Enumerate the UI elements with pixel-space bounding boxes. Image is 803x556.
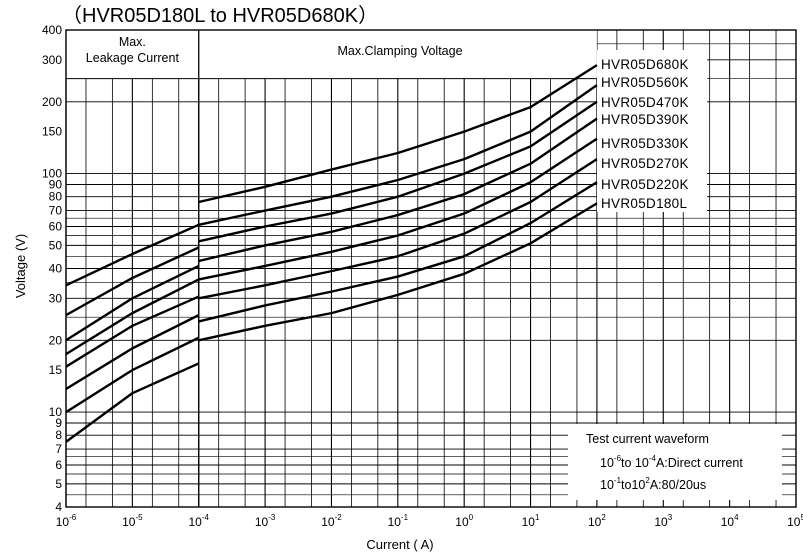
y-tick-label: 70	[49, 204, 63, 218]
y-tick-label: 60	[49, 220, 63, 234]
series-leakage-line	[65, 336, 200, 414]
y-tick-label: 9	[55, 416, 62, 430]
series-clamping-line	[198, 158, 598, 300]
legend-entry: HVR05D330K	[601, 136, 689, 151]
test-note-heading: Test current waveform	[586, 432, 709, 446]
y-tick-label: 8	[55, 428, 62, 442]
legend-box	[597, 50, 707, 212]
axes: 4567891015203040506070809010015020030040…	[42, 23, 803, 529]
x-tick-label: 10-5	[122, 513, 143, 529]
y-tick-label: 7	[55, 442, 62, 456]
region-header-band	[66, 30, 597, 79]
series-leakage-line	[65, 278, 200, 356]
series-clamping-line	[198, 137, 598, 281]
y-tick-label: 15	[49, 363, 63, 377]
series-leakage-line	[65, 264, 200, 342]
x-tick-label: 10-2	[321, 513, 342, 529]
series-clamping-line	[198, 117, 598, 263]
y-tick-label: 100	[42, 167, 62, 181]
series-leakage-line	[65, 246, 200, 317]
legend-entry: HVR05D180L	[601, 196, 687, 211]
series-clamping-line	[198, 64, 598, 204]
x-tick-label: 10-4	[188, 513, 209, 529]
x-tick-label: 103	[654, 513, 672, 529]
x-tick-label: 104	[721, 513, 739, 529]
y-tick-label: 400	[42, 23, 62, 37]
series-clamping-line	[198, 84, 598, 226]
y-tick-label: 200	[42, 95, 62, 109]
x-tick-label: 10-6	[56, 513, 77, 529]
legend-entry: HVR05D270K	[601, 156, 689, 171]
x-tick-label: 10-1	[388, 513, 409, 529]
chart-title: （HVR05D180L to HVR05D680K）	[62, 4, 378, 27]
y-tick-label: 150	[42, 125, 62, 139]
region-label-clamping: Max.Clamping Voltage	[337, 44, 462, 58]
y-tick-label: 20	[49, 333, 63, 347]
y-tick-label: 30	[49, 291, 63, 305]
series-leakage-line	[65, 295, 200, 368]
legend-entry: HVR05D680K	[601, 57, 689, 72]
series-leakage-line	[65, 223, 200, 287]
series-clamping-line	[198, 181, 598, 323]
legend-entry: HVR05D390K	[601, 112, 689, 127]
series-leakage-line	[65, 362, 200, 443]
x-tick-label: 100	[455, 513, 473, 529]
x-tick-label: 10-3	[255, 513, 276, 529]
plot-frame	[65, 29, 797, 508]
test-note-line-pulse: 10-1to102A:80/20us	[600, 476, 706, 492]
x-tick-label: 105	[787, 513, 803, 529]
y-tick-label: 4	[55, 500, 62, 514]
legend-entry: HVR05D220K	[601, 177, 689, 192]
series-clamping-line	[198, 202, 598, 342]
x-tick-label: 101	[522, 513, 540, 529]
legend-entry: HVR05D470K	[601, 95, 689, 110]
y-tick-label: 5	[55, 477, 62, 491]
annotations: Max. Leakage Current Max.Clamping Voltage T…	[86, 35, 782, 500]
series-leakage-line	[65, 314, 200, 391]
legend-entry: HVR05D560K	[601, 75, 689, 90]
region-label-leakage-2: Leakage Current	[86, 51, 180, 65]
y-tick-label: 80	[49, 190, 63, 204]
region-label-leakage-1: Max.	[119, 35, 146, 49]
y-tick-label: 300	[42, 53, 62, 67]
x-tick-label: 102	[588, 513, 606, 529]
y-tick-label: 10	[49, 405, 63, 419]
y-axis-label: Voltage (V)	[13, 234, 28, 298]
series-clamping-line	[198, 100, 598, 243]
series-layer: HVR05D680K HVR05D560K HVR05D470K HVR05D390K…	[65, 50, 707, 443]
y-tick-label: 50	[49, 238, 63, 252]
x-axis-label: Current ( A)	[366, 537, 433, 552]
y-tick-label: 6	[55, 458, 62, 472]
y-tick-label: 40	[49, 262, 63, 276]
y-tick-label: 90	[49, 178, 63, 192]
test-note-line-dc: 10-6to 10-4A:Direct current	[600, 454, 743, 470]
test-note-box	[568, 424, 782, 500]
